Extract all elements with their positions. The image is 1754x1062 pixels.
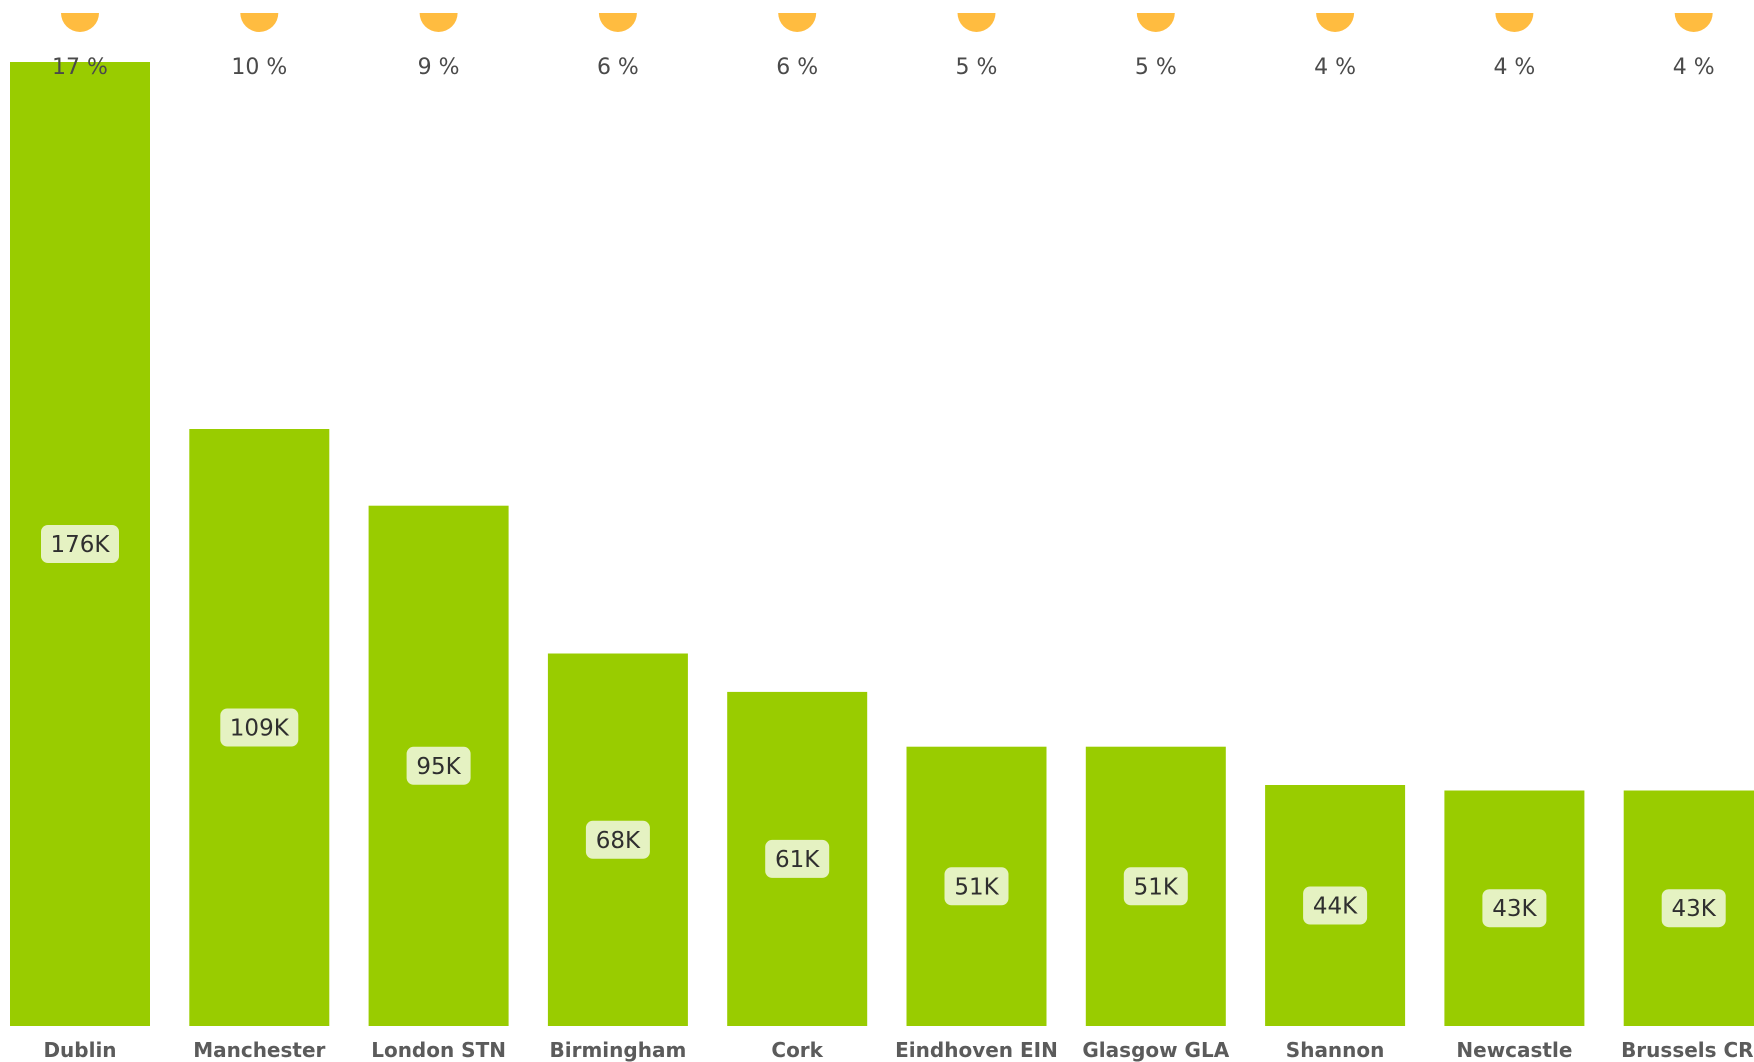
category-label: London STN — [371, 1038, 506, 1062]
percent-marker — [1136, 13, 1175, 32]
value-label-background — [765, 839, 830, 878]
category-label: Brussels CRL — [1621, 1038, 1754, 1062]
category-label: Eindhoven EIN — [895, 1038, 1058, 1062]
value-label-background — [406, 746, 471, 785]
value-label-group: 51K — [944, 867, 1009, 906]
percent-marker — [1495, 13, 1534, 32]
percent-label: 4 % — [1673, 55, 1715, 80]
percent-marker — [1674, 13, 1713, 32]
percent-label: 4 % — [1314, 55, 1356, 80]
value-label-group: 176K — [41, 525, 119, 563]
percent-marker — [61, 13, 99, 32]
value-label-group: 95K — [406, 746, 471, 785]
value-label-background — [1661, 889, 1726, 928]
value-label: 176K — [51, 532, 111, 558]
percent-markers-layer — [61, 13, 1713, 32]
value-label-group: 44K — [1303, 886, 1368, 925]
value-label-background — [1303, 886, 1368, 925]
percent-marker — [240, 13, 279, 32]
percent-label: 6 % — [597, 55, 639, 80]
value-label-group: 43K — [1661, 889, 1726, 928]
value-label-group: 51K — [1123, 867, 1188, 906]
value-label: 51K — [1134, 874, 1179, 900]
value-label-background — [1123, 867, 1188, 906]
value-label-background — [41, 525, 119, 563]
value-label: 109K — [230, 716, 290, 742]
value-label-background — [944, 867, 1009, 906]
value-label-group: 68K — [585, 820, 650, 859]
category-label: Birmingham — [550, 1038, 687, 1062]
value-label-group: 43K — [1482, 889, 1547, 928]
percent-label: 10 % — [231, 55, 287, 80]
value-labels-layer: 176K 109K 95K 68K 61K 51K 51K 44K 43K 43K — [41, 525, 1726, 928]
percent-label: 5 % — [956, 55, 998, 80]
value-label: 44K — [1313, 894, 1358, 920]
percent-marker — [957, 13, 996, 32]
value-label: 95K — [416, 754, 461, 780]
value-label: 68K — [596, 828, 641, 854]
value-label: 43K — [1492, 896, 1537, 922]
bars-layer — [10, 62, 1754, 1026]
percent-marker — [778, 13, 817, 32]
value-label: 61K — [775, 847, 820, 873]
percent-label: 6 % — [776, 55, 818, 80]
category-label: Glasgow GLA — [1082, 1038, 1229, 1062]
percent-label: 5 % — [1135, 55, 1177, 80]
value-label-group: 61K — [765, 839, 830, 878]
percent-marker — [419, 13, 458, 32]
value-label: 43K — [1672, 896, 1717, 922]
percent-labels-layer: 17 % 10 % 9 % 6 % 6 % 5 % 5 % 4 % 4 % 4 % — [52, 55, 1715, 80]
category-label: Newcastle — [1456, 1038, 1572, 1062]
percent-label: 17 % — [52, 55, 108, 80]
percent-marker — [1316, 13, 1355, 32]
category-label: Shannon — [1286, 1038, 1385, 1062]
percent-marker — [598, 13, 637, 32]
percent-label: 9 % — [418, 55, 460, 80]
category-label: Cork — [771, 1038, 823, 1062]
category-label: Manchester — [193, 1038, 325, 1062]
value-label: 51K — [954, 874, 999, 900]
value-label-group: 109K — [220, 708, 299, 747]
category-label: Dublin — [43, 1038, 116, 1062]
percent-label: 4 % — [1493, 55, 1535, 80]
value-label-background — [585, 820, 650, 859]
value-label-background — [1482, 889, 1547, 928]
category-labels-layer: Dublin Manchester London STN Birmingham Cork… — [43, 1038, 1754, 1062]
value-label-background — [220, 708, 299, 747]
